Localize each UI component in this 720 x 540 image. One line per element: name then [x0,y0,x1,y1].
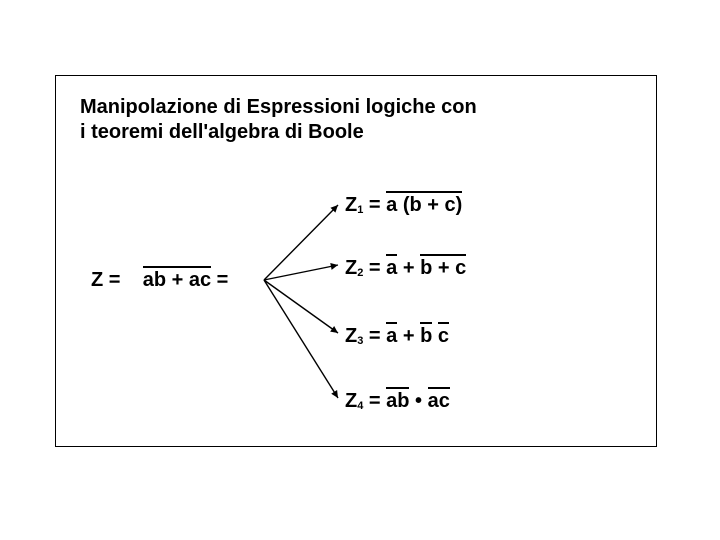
z1-overline: a (b + c) [386,195,462,215]
z2-abar: a [386,258,397,278]
result-z4: Z4 = ab • ac [345,391,450,412]
z3-plus: + [397,325,420,347]
z3-label: Z [345,325,357,347]
z4-ac-bar: ac [428,391,450,411]
z2-eq: = [363,257,386,279]
z2-bpc-bar: b + c [420,258,466,278]
z3-abar: a [386,326,397,346]
z3-eq: = [363,325,386,347]
z1-label: Z [345,194,357,216]
result-z2: Z2 = a + b + c [345,258,466,279]
z4-ab-bar: ab [386,391,409,411]
z-label: Z = [91,269,120,291]
slide-title: Manipolazione di Espressioni logiche con… [80,95,600,145]
z2-plus: + [397,257,420,279]
eq-tail: = [217,269,229,291]
z1-eq: = [363,194,386,216]
z4-label: Z [345,390,357,412]
result-z1: Z1 = a (b + c) [345,195,462,216]
z3-bbar: b [420,326,432,346]
z2-label: Z [345,257,357,279]
z3-cbar: c [438,326,449,346]
slide: Manipolazione di Espressioni logiche con… [0,0,720,540]
z4-dot: • [409,390,427,412]
overline-ab-plus-ac: ab + ac [143,270,211,290]
result-z3: Z3 = a + b c [345,326,449,347]
source-expression: Z = ab + ac = [91,270,228,290]
z4-eq: = [363,390,386,412]
title-line-1: Manipolazione di Espressioni logiche con [80,96,477,118]
title-line-2: i teoremi dell'algebra di Boole [80,121,364,143]
